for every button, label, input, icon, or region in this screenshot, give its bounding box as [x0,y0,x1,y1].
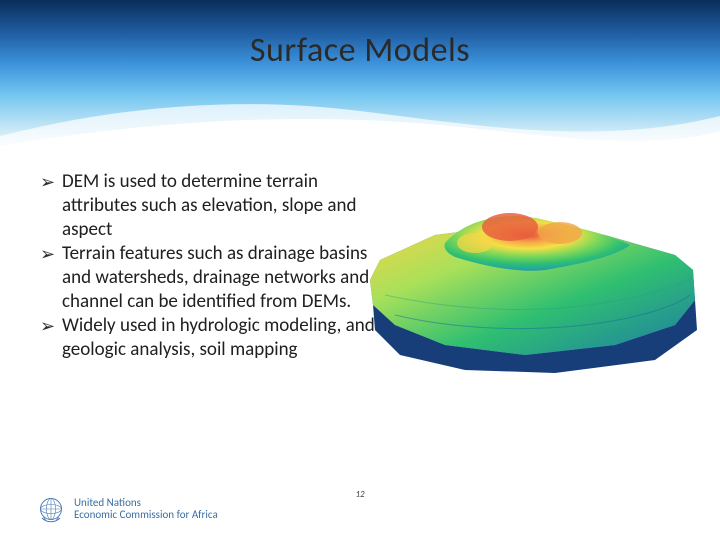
footer: United Nations Economic Commission for A… [0,492,720,532]
bullet-list: ➢ DEM is used to determine terrain attri… [40,170,380,362]
bullet-text: Widely used in hydrologic modeling, and … [62,314,380,362]
bullet-text: DEM is used to determine terrain attribu… [62,170,380,242]
list-item: ➢ DEM is used to determine terrain attri… [40,170,380,242]
dem-terrain-image [355,165,705,380]
bullet-marker-icon: ➢ [40,170,62,194]
wave-decoration [0,76,720,156]
list-item: ➢ Widely used in hydrologic modeling, an… [40,314,380,362]
un-text-block: United Nations Economic Commission for A… [74,497,218,520]
slide-title: Surface Models [0,30,720,71]
bullet-text: Terrain features such as drainage basins… [62,242,380,314]
bullet-marker-icon: ➢ [40,314,62,338]
list-item: ➢ Terrain features such as drainage basi… [40,242,380,314]
org-name-line2: Economic Commission for Africa [74,509,218,521]
header-banner: Surface Models [0,0,720,155]
page-number: 12 [0,489,720,500]
bullet-marker-icon: ➢ [40,242,62,266]
